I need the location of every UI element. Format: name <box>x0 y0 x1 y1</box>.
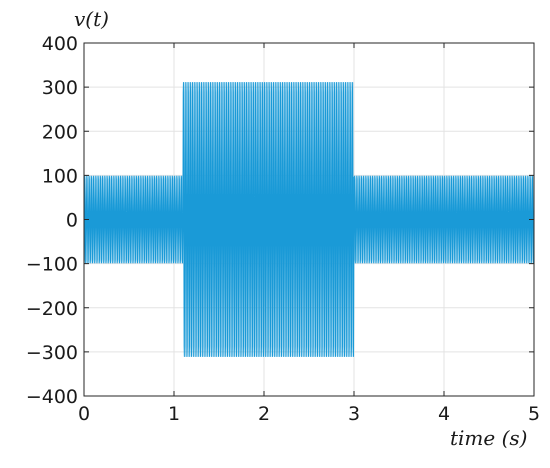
y-tick-labels: 400 300 200 100 0 −100 −200 −300 −400 <box>26 33 78 408</box>
y-tick-label: 0 <box>66 210 78 232</box>
y-axis-label: v(t) <box>74 7 109 31</box>
x-tick-label: 4 <box>438 403 450 425</box>
x-tick-label: 3 <box>348 403 360 425</box>
x-axis-label: time (s) <box>450 426 527 450</box>
x-tick-label: 0 <box>78 403 90 425</box>
y-tick-label: 300 <box>42 77 78 99</box>
y-tick-label: 100 <box>42 165 78 187</box>
y-tick-label: −200 <box>26 298 78 320</box>
y-tick-label: 200 <box>42 121 78 143</box>
x-tick-label: 5 <box>528 403 540 425</box>
y-tick-label: −400 <box>26 386 78 408</box>
y-tick-label: −100 <box>26 254 78 276</box>
x-tick-label: 1 <box>168 403 180 425</box>
x-tick-labels: 0 1 2 3 4 5 <box>78 403 540 425</box>
y-tick-label: 400 <box>42 33 78 55</box>
series-line-0 <box>83 82 535 357</box>
y-tick-label: −300 <box>26 342 78 364</box>
x-tick-label: 2 <box>258 403 270 425</box>
series-layer <box>83 82 535 357</box>
tick-marks <box>83 42 535 397</box>
